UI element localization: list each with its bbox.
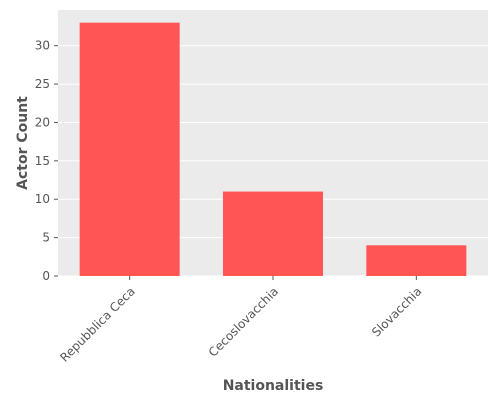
- bars: [79, 22, 467, 276]
- y-tick-label-10: 10: [35, 192, 50, 206]
- x-tick-label-cecoslovacchia: Cecoslovacchia: [206, 284, 281, 359]
- y-tick-label-15: 15: [35, 154, 50, 168]
- y-tick-label-30: 30: [35, 39, 50, 53]
- y-tick-label-0: 0: [42, 269, 50, 283]
- x-tick-label-repubblica-ceca: Repubblica Ceca: [57, 284, 137, 364]
- y-axis-label: Actor Count: [15, 96, 31, 190]
- bar-cecoslovacchia: [223, 191, 323, 276]
- y-tick-label-25: 25: [35, 77, 50, 91]
- x-tick-label-slovacchia: Slovacchia: [369, 284, 424, 339]
- y-tick-label-20: 20: [35, 115, 50, 129]
- bar-repubblica-ceca: [79, 22, 180, 276]
- bar-slovacchia: [366, 245, 467, 276]
- y-tick-label-5: 5: [42, 231, 50, 245]
- y-axis-ticks: 0 5 10 15 20 25 30: [35, 39, 58, 283]
- x-axis-label: Nationalities: [223, 378, 324, 394]
- x-axis-ticks: Repubblica Ceca Cecoslovacchia Slovacchia: [57, 276, 424, 365]
